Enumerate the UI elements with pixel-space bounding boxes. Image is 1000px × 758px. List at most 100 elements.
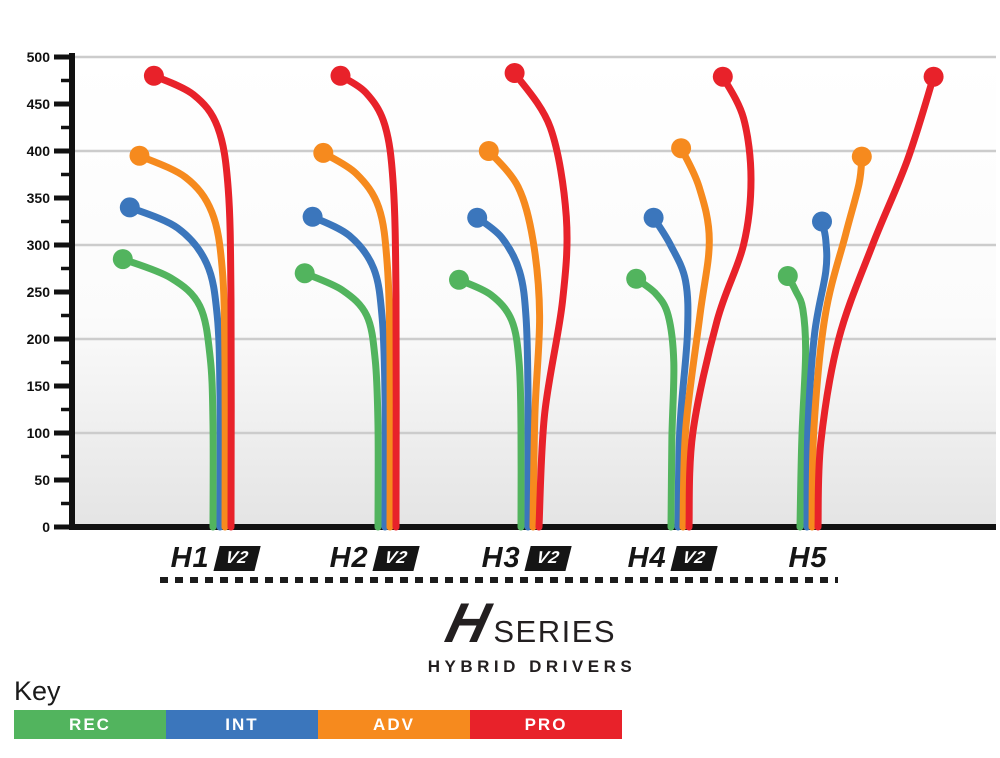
flight-path-H3-REC — [455, 276, 525, 531]
key-bar: REC INT ADV PRO — [14, 710, 622, 739]
flight-endpoint-H2-REC — [294, 263, 315, 284]
disc-label-h2: H2 V2 — [329, 542, 420, 575]
y-tick-label: 300 — [27, 237, 51, 253]
y-tick-minor — [61, 125, 69, 130]
flight-endpoint-H2-PRO — [330, 65, 351, 86]
y-tick-label: 400 — [27, 143, 51, 159]
y-tick-minor — [61, 501, 69, 506]
y-tick-major — [54, 195, 69, 201]
y-tick-minor — [61, 313, 69, 318]
series-subtitle: HYBRID DRIVERS — [427, 657, 637, 676]
disc-name: H2 — [329, 542, 369, 574]
series-title: H SERIES — [428, 591, 636, 654]
disc-label-h4: H4 V2 — [627, 542, 718, 575]
key-segment-adv: ADV — [318, 710, 470, 739]
disc-label-h1: H1 V2 — [170, 542, 261, 575]
y-tick-minor — [61, 360, 69, 365]
flight-endpoint-H5-REC — [777, 266, 798, 286]
flight-path-H5-ADV — [808, 153, 866, 531]
flight-endpoint-H3-ADV — [478, 141, 499, 161]
y-tick-label: 250 — [27, 284, 51, 300]
y-axis-line — [69, 53, 75, 530]
flight-endpoint-H4-REC — [626, 268, 647, 289]
flight-path-H5-REC — [784, 272, 810, 531]
y-tick-major — [54, 336, 69, 342]
y-tick-major — [54, 524, 69, 530]
y-tick-label: 0 — [42, 519, 50, 535]
flight-endpoint-H1-PRO — [143, 65, 164, 86]
flight-path-H2-REC — [301, 269, 382, 531]
flight-path-H3-ADV — [485, 147, 544, 531]
y-tick-label: 200 — [27, 331, 51, 347]
flight-endpoint-H4-ADV — [671, 138, 692, 159]
flight-endpoint-H4-INT — [643, 207, 664, 228]
flight-endpoint-H5-ADV — [851, 146, 872, 167]
flight-endpoint-H5-PRO — [923, 66, 944, 87]
v2-badge: V2 — [213, 546, 261, 571]
flight-path-H1-PRO — [150, 72, 235, 531]
flight-endpoint-H3-PRO — [504, 63, 525, 83]
v2-badge: V2 — [524, 546, 572, 571]
flight-path-H4-ADV — [677, 144, 713, 531]
flight-path-H2-PRO — [337, 72, 400, 531]
series-word: SERIES — [493, 614, 617, 649]
key-segment-pro: PRO — [470, 710, 622, 739]
flight-endpoint-H5-INT — [812, 211, 832, 232]
y-tick-label: 100 — [27, 425, 51, 441]
v2-badge: V2 — [372, 546, 420, 571]
y-tick-major — [54, 54, 69, 60]
divider-dotted-line — [160, 577, 838, 583]
disc-label-h3: H3 V2 — [481, 542, 572, 575]
y-tick-minor — [61, 266, 69, 271]
flight-path-H2-ADV — [319, 149, 394, 531]
disc-name: H3 — [481, 542, 521, 574]
flight-endpoint-H3-INT — [467, 207, 488, 228]
key-segment-rec: REC — [14, 710, 166, 739]
y-tick-minor — [61, 407, 69, 412]
flight-path-H4-REC — [632, 275, 678, 531]
y-tick-minor — [61, 219, 69, 224]
y-tick-major — [54, 430, 69, 436]
flight-path-H3-PRO — [511, 69, 571, 531]
y-tick-label: 150 — [27, 378, 51, 394]
key-segment-int: INT — [166, 710, 318, 739]
y-tick-label: 450 — [27, 96, 51, 112]
flight-endpoint-H1-REC — [112, 249, 133, 270]
y-tick-major — [54, 101, 69, 107]
flight-endpoint-H2-ADV — [313, 142, 334, 163]
y-tick-label: 350 — [27, 190, 51, 206]
flight-path-H1-ADV — [136, 152, 229, 531]
flight-path-H4-INT — [650, 214, 692, 531]
flight-path-H3-INT — [473, 214, 532, 531]
disc-name: H1 — [170, 542, 210, 574]
disc-name: H4 — [627, 542, 667, 574]
flight-endpoint-H1-INT — [119, 197, 140, 218]
flight-path-H5-PRO — [814, 73, 938, 531]
flight-endpoint-H4-PRO — [712, 66, 733, 87]
y-tick-label: 500 — [27, 49, 51, 65]
y-tick-major — [54, 148, 69, 154]
disc-label-h5: H5 — [788, 542, 827, 575]
flight-path-H2-INT — [309, 213, 389, 531]
y-tick-minor — [61, 78, 69, 83]
flight-path-H5-INT — [803, 218, 831, 531]
flight-endpoint-H2-INT — [302, 206, 323, 227]
flight-endpoint-H3-REC — [449, 269, 469, 290]
y-tick-minor — [61, 454, 69, 459]
y-tick-major — [54, 383, 69, 389]
y-tick-major — [54, 289, 69, 295]
flight-chart-canvas: 0 50 100 150 200 250 300 350 400 450 500 — [27, 49, 996, 535]
flight-endpoint-H1-ADV — [129, 145, 150, 166]
flight-path-H1-REC — [119, 255, 217, 531]
y-tick-minor — [61, 172, 69, 177]
flight-path-H1-INT — [126, 203, 224, 531]
key-heading: Key — [14, 676, 61, 706]
y-tick-major — [54, 477, 69, 483]
flight-path-H4-PRO — [685, 73, 755, 531]
series-title-block: H SERIES HYBRID DRIVERS — [427, 591, 637, 677]
y-tick-label: 50 — [34, 472, 50, 488]
disc-name: H5 — [788, 542, 828, 574]
v2-badge: V2 — [670, 546, 718, 571]
h-logo: H — [440, 591, 497, 654]
